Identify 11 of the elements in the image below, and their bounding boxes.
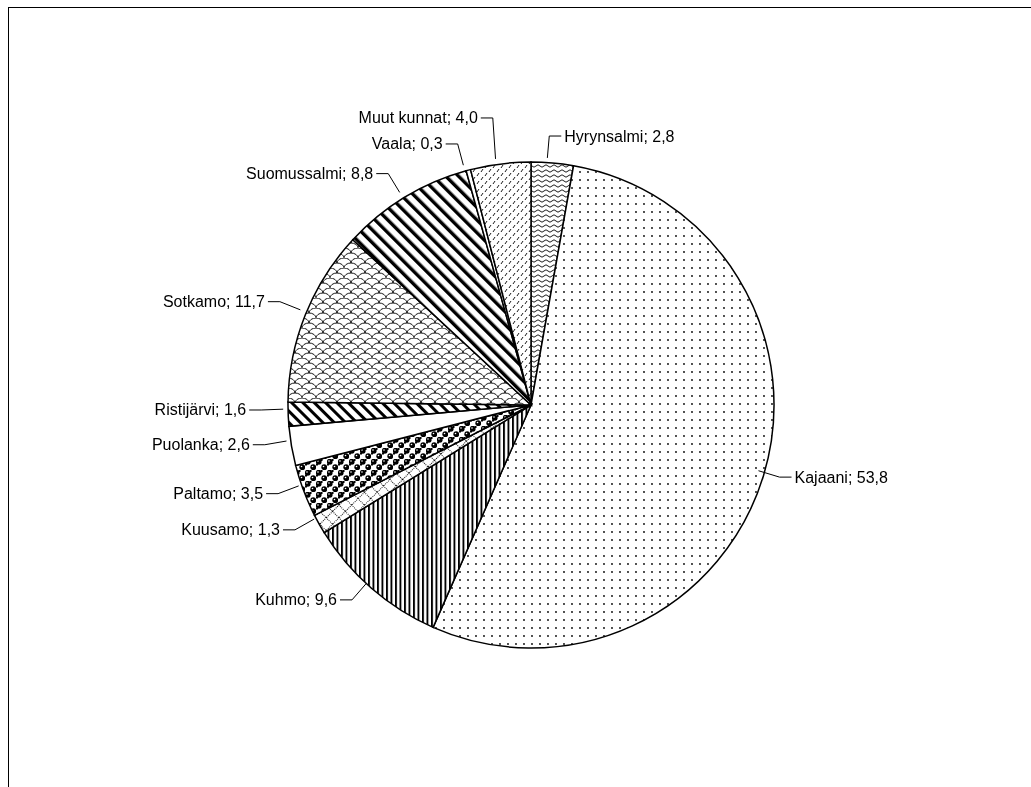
slice-label: Suomussalmi; 8,8 [246,165,374,183]
slice-label: Kuhmo; 9,6 [255,591,338,609]
slice-label: Vaala; 0,3 [371,135,443,153]
slice-label: Paltamo; 3,5 [173,485,264,503]
slice-label: Ristijärvi; 1,6 [154,401,247,419]
slice-label: Hyrynsalmi; 2,8 [564,127,675,145]
slice-label: Puolanka; 2,6 [151,436,250,454]
slice-label: Kuusamo; 1,3 [181,521,281,539]
slice-label: Sotkamo; 11,7 [162,293,266,311]
slice-label: Muut kunnat; 4,0 [358,109,478,127]
slice-label: Kajaani; 53,8 [794,468,889,486]
